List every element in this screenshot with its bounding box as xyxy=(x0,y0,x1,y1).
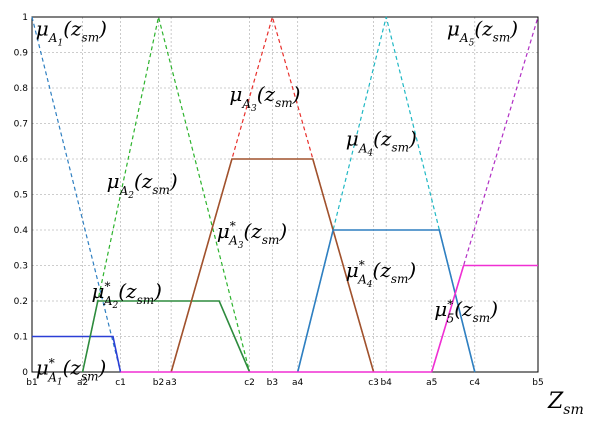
y-tick-label: 0.5 xyxy=(14,191,28,201)
series-line-a5-star xyxy=(430,264,538,373)
x-tick-label: c2 xyxy=(244,378,255,388)
series-line-a1 xyxy=(31,16,122,373)
annotations: μA1(zsm) μA5(zsm) μA3(zsm) μA4(zsm) μA2(zsm)… xyxy=(36,16,518,387)
label-a2-star: μ* A2(zsm) xyxy=(91,279,162,311)
series-line-a2-star xyxy=(81,300,251,373)
y-tick-label: 0.1 xyxy=(14,333,28,343)
y-tick-label: 0.8 xyxy=(14,84,29,94)
label-a4: μA4(zsm) xyxy=(346,126,417,158)
x-tick-label: b1 xyxy=(26,378,37,388)
x-tick-label: a4 xyxy=(292,378,304,388)
y-tick-label: 0.6 xyxy=(14,155,29,165)
series-line-a5 xyxy=(431,16,539,373)
y-tick-label: 0.9 xyxy=(14,49,29,59)
x-tick-label: a5 xyxy=(426,378,437,388)
x-tick-label: b4 xyxy=(380,378,392,388)
x-tick-labels: b1 a2 c1 b2 a3 c2 b3 a4 c3 b4 a5 c4 b5 xyxy=(26,378,543,388)
label-a5: μA5(zsm) xyxy=(447,16,518,48)
x-tick-label: c1 xyxy=(115,378,126,388)
series-lines xyxy=(31,14,539,373)
series-line-a3-star xyxy=(170,158,375,373)
y-tick-label: 0.3 xyxy=(14,262,28,272)
x-tick-label: b5 xyxy=(532,378,543,388)
y-tick-labels: 0 0.1 0.2 0.3 0.4 0.5 0.6 0.7 0.8 0.9 1 xyxy=(14,13,29,378)
y-tick-label: 1 xyxy=(22,13,28,23)
label-a1-star: μ* A1(zsm) xyxy=(36,355,107,387)
x-tick-label: c3 xyxy=(368,378,379,388)
label-a5-star: μ* 5(zsm) xyxy=(434,297,498,326)
y-tick-label: 0.7 xyxy=(14,120,28,130)
x-tick-label: b2 xyxy=(153,378,164,388)
label-a3: μA3(zsm) xyxy=(229,82,300,114)
series-line-a2 xyxy=(82,16,251,373)
y-tick-label: 0.4 xyxy=(14,226,29,236)
label-a2: μA2(zsm) xyxy=(107,169,178,201)
x-tick-label: a3 xyxy=(166,378,177,388)
y-tick-label: 0.2 xyxy=(14,297,28,307)
x-tick-label: b3 xyxy=(267,378,278,388)
label-a1: μA1(zsm) xyxy=(36,16,107,48)
y-tick-label: 0 xyxy=(22,368,28,378)
label-a4-star: μ* A4(zsm) xyxy=(346,258,417,290)
series-line-a4-star xyxy=(296,229,476,373)
x-axis-label: Zsm xyxy=(547,389,584,418)
x-tick-label: a2 xyxy=(77,378,88,388)
x-tick-label: c4 xyxy=(469,378,480,388)
series-line-a1-star xyxy=(32,335,122,373)
label-a3-star: μ* A3(zsm) xyxy=(217,219,288,251)
